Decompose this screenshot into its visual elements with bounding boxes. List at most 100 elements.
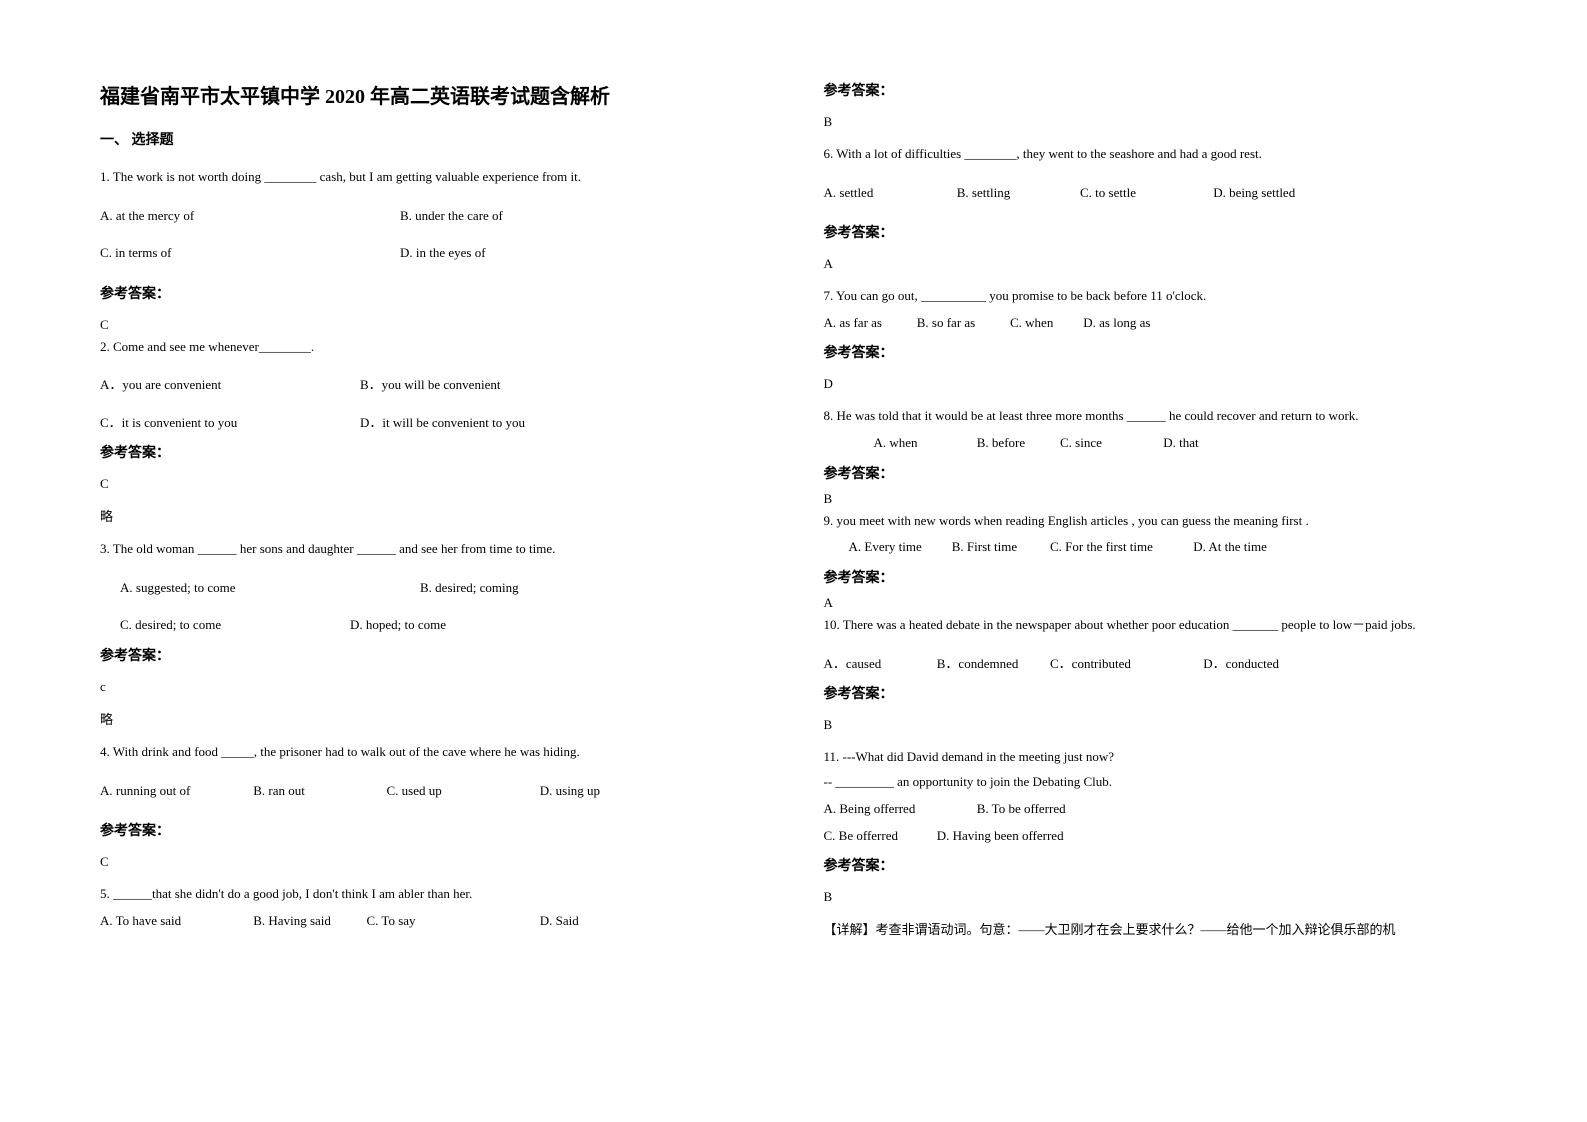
answer-label: 参考答案：: [824, 80, 1488, 100]
option: A. Every time: [849, 535, 949, 558]
question-options: A．you are convenient B．you will be conve…: [100, 373, 764, 396]
option: C. in terms of: [100, 241, 350, 264]
question-options: A. Being offerred B. To be offerred: [824, 797, 1488, 820]
option: A. as far as: [824, 311, 914, 334]
question-options: A. at the mercy of B. under the care of: [100, 204, 764, 227]
option: C. when: [1010, 311, 1080, 334]
answer-label: 参考答案：: [824, 463, 1488, 483]
answer-label: 参考答案：: [824, 342, 1488, 362]
option: C. desired; to come: [120, 613, 300, 636]
option: A. running out of: [100, 779, 250, 802]
option: B. Having said: [253, 909, 363, 932]
answer-value: c: [100, 679, 764, 695]
option: B. settling: [957, 181, 1077, 204]
option: B. ran out: [253, 779, 383, 802]
option: C. Be offerred: [824, 824, 934, 847]
explanation: 【详解】考查非谓语动词。句意：——大卫刚才在会上要求什么？——给他一个加入辩论俱…: [824, 919, 1488, 938]
option: A. when: [874, 431, 974, 454]
question-text: 9. you meet with new words when reading …: [824, 511, 1488, 532]
option: A. Being offerred: [824, 797, 974, 820]
option: D. At the time: [1193, 535, 1267, 558]
option: D. as long as: [1083, 311, 1150, 334]
option: B. desired; coming: [420, 576, 519, 599]
option: C．contributed: [1050, 652, 1200, 675]
option: D. hoped; to come: [350, 613, 446, 636]
option: C．it is convenient to you: [100, 411, 310, 434]
option: C. since: [1060, 431, 1160, 454]
option: A．caused: [824, 652, 934, 675]
option: B. so far as: [917, 311, 1007, 334]
option: B. To be offerred: [977, 797, 1066, 820]
option: B．condemned: [937, 652, 1047, 675]
option: C. used up: [387, 779, 537, 802]
option: B. under the care of: [400, 204, 503, 227]
option: C. For the first time: [1050, 535, 1190, 558]
document-title: 福建省南平市太平镇中学 2020 年高二英语联考试题含解析: [100, 80, 764, 109]
answer-label: 参考答案：: [100, 283, 764, 303]
answer-label: 参考答案：: [824, 567, 1488, 587]
answer-label: 参考答案：: [100, 820, 764, 840]
note: 略: [100, 506, 764, 525]
option: A. To have said: [100, 909, 250, 932]
question-options: A. as far as B. so far as C. when D. as …: [824, 311, 1488, 334]
note: 略: [100, 709, 764, 728]
question-text: 5. ______that she didn't do a good job, …: [100, 884, 764, 905]
answer-value: A: [824, 595, 1488, 611]
answer-label: 参考答案：: [824, 855, 1488, 875]
question-text-2: -- _________ an opportunity to join the …: [824, 772, 1488, 793]
option: D. using up: [540, 779, 600, 802]
question-options: C．it is convenient to you D．it will be c…: [100, 411, 764, 434]
answer-label: 参考答案：: [824, 683, 1488, 703]
question-options: C. desired; to come D. hoped; to come: [100, 613, 764, 636]
option: D. being settled: [1213, 181, 1295, 204]
question-options: A. Every time B. First time C. For the f…: [824, 535, 1488, 558]
option: B．you will be convenient: [360, 373, 500, 396]
option: A. settled: [824, 181, 954, 204]
question-options: A. when B. before C. since D. that: [824, 431, 1488, 454]
option: D. Having been offerred: [937, 824, 1064, 847]
question-options: A. suggested; to come B. desired; coming: [100, 576, 764, 599]
option: D．conducted: [1203, 652, 1279, 675]
option: D．it will be convenient to you: [360, 411, 525, 434]
question-text: 1. The work is not worth doing ________ …: [100, 167, 764, 188]
right-column: 参考答案： B 6. With a lot of difficulties __…: [824, 80, 1488, 1042]
answer-label: 参考答案：: [100, 442, 764, 462]
answer-label: 参考答案：: [100, 645, 764, 665]
option: C. To say: [367, 909, 537, 932]
section-heading: 一、 选择题: [100, 129, 764, 149]
question-options: A. To have said B. Having said C. To say…: [100, 909, 764, 932]
question-text: 6. With a lot of difficulties ________, …: [824, 144, 1488, 165]
question-options: C. Be offerred D. Having been offerred: [824, 824, 1488, 847]
answer-value: D: [824, 376, 1488, 392]
answer-label: 参考答案：: [824, 222, 1488, 242]
option: B. First time: [952, 535, 1047, 558]
answer-value: B: [824, 717, 1488, 733]
answer-value: B: [824, 491, 1488, 507]
option: A. at the mercy of: [100, 204, 350, 227]
answer-value: B: [824, 114, 1488, 130]
answer-value: C: [100, 317, 764, 333]
question-text: 4. With drink and food _____, the prison…: [100, 742, 764, 763]
option: C. to settle: [1080, 181, 1210, 204]
option: D. Said: [540, 909, 579, 932]
answer-value: C: [100, 476, 764, 492]
question-options: C. in terms of D. in the eyes of: [100, 241, 764, 264]
answer-value: B: [824, 889, 1488, 905]
question-text: 10. There was a heated debate in the new…: [824, 615, 1488, 636]
question-text: 8. He was told that it would be at least…: [824, 406, 1488, 427]
question-options: A. running out of B. ran out C. used up …: [100, 779, 764, 802]
option: D. in the eyes of: [400, 241, 486, 264]
option: A．you are convenient: [100, 373, 310, 396]
answer-value: C: [100, 854, 764, 870]
left-column: 福建省南平市太平镇中学 2020 年高二英语联考试题含解析 一、 选择题 1. …: [100, 80, 764, 1042]
question-options: A．caused B．condemned C．contributed D．con…: [824, 652, 1488, 675]
question-options: A. settled B. settling C. to settle D. b…: [824, 181, 1488, 204]
question-text: 11. ---What did David demand in the meet…: [824, 747, 1488, 768]
option: D. that: [1163, 431, 1198, 454]
question-text: 7. You can go out, __________ you promis…: [824, 286, 1488, 307]
question-text: 3. The old woman ______ her sons and dau…: [100, 539, 764, 560]
option: A. suggested; to come: [120, 576, 370, 599]
answer-value: A: [824, 256, 1488, 272]
option: B. before: [977, 431, 1057, 454]
question-text: 2. Come and see me whenever________.: [100, 337, 764, 358]
